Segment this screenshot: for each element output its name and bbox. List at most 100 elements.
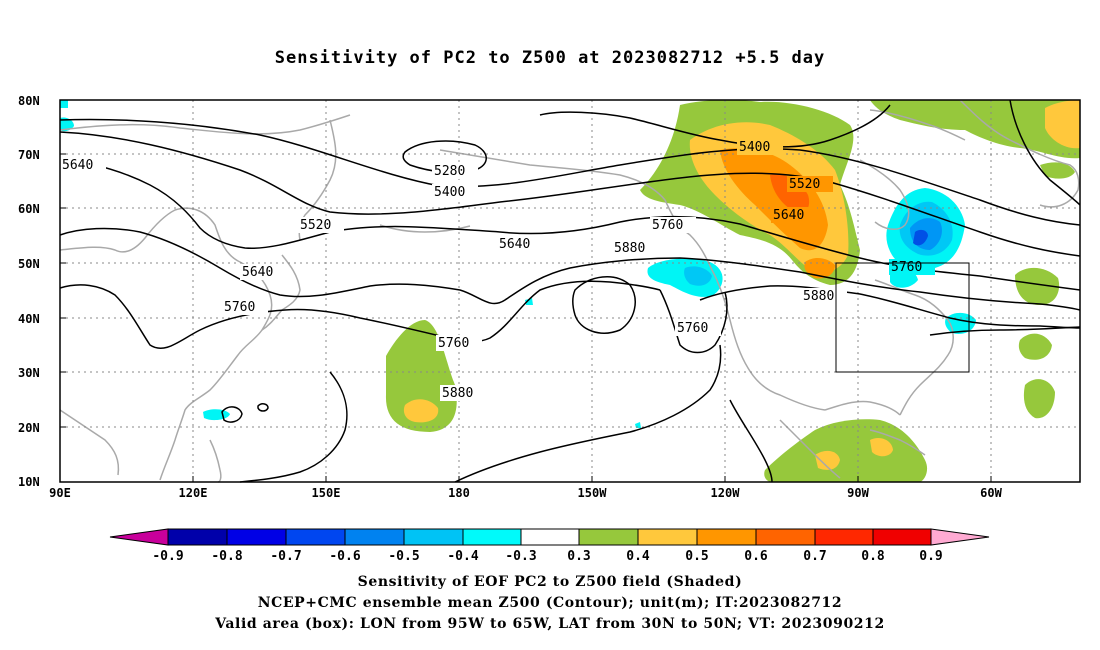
colorbar-swatch (696, 528, 757, 546)
colorbar-swatch (578, 528, 639, 546)
colorbar-label: 0.3 (567, 549, 590, 564)
colorbar-arrow-left (109, 528, 169, 546)
shade-pacific-yellow (403, 399, 439, 423)
colorbar-label: -0.3 (505, 549, 536, 564)
colorbar-arrow-right (930, 528, 990, 546)
coast-china (59, 409, 120, 476)
colorbar-label: -0.6 (329, 549, 360, 564)
z500-contours (59, 99, 1081, 483)
coast-alaska (439, 149, 826, 411)
contour-label: 5280 (434, 164, 465, 179)
contour-label-layer: 5640 5520 5640 5760 5280 5400 5640 5760 … (60, 139, 935, 401)
contour-5880-east (699, 285, 1081, 329)
contour-label: 5880 (442, 386, 473, 401)
shade-arctic-cyan2 (60, 117, 74, 132)
coast-arctic-islands (869, 109, 966, 141)
colorbar-swatch (285, 528, 346, 546)
contour-label: 5760 (224, 300, 255, 315)
contour-small-loop (257, 403, 269, 412)
contour-east-atl (929, 326, 1081, 336)
colorbar-swatch (167, 528, 228, 546)
map-grid (60, 100, 1080, 482)
valid-area-box (835, 262, 970, 373)
colorbar-swatch (637, 528, 698, 546)
colorbar-label: -0.5 (388, 549, 419, 564)
contour-label: 5880 (803, 289, 834, 304)
contour-pacific-high (239, 371, 348, 483)
colorbar-label: 0.8 (861, 549, 885, 564)
contour-label: 5880 (614, 241, 645, 256)
shaded-fields (60, 99, 1080, 482)
colorbar-label: 0.6 (744, 549, 768, 564)
shade-carib-yellow2 (870, 438, 893, 457)
contour-label: 5640 (499, 237, 530, 252)
colorbar-swatch (814, 528, 874, 546)
contour-small-loop2 (221, 406, 243, 423)
shade-arctic-cyan (60, 100, 68, 108)
contour-5880 (59, 280, 661, 350)
coastlines (59, 99, 1080, 483)
lat-labels: 80N 70N 60N 50N 40N 30N 20N 10N (18, 94, 40, 489)
contour-label: 5760 (652, 218, 683, 233)
shade-pacific-cyan (647, 258, 723, 297)
colorbar-label: -0.8 (211, 549, 242, 564)
colorbar-label: 0.5 (685, 549, 708, 564)
lat-label: 40N (18, 312, 40, 326)
contour-label: 5400 (434, 185, 465, 200)
contour-5400-top (59, 118, 1081, 226)
lat-label: 60N (18, 202, 40, 216)
shade-namerica-orange2 (804, 258, 835, 279)
contour-label: 5640 (242, 265, 273, 280)
shade-asia-cyan (203, 409, 230, 421)
colorbar-label: -0.4 (447, 549, 478, 564)
colorbar-swatch (226, 528, 287, 546)
coast-philippines (209, 439, 222, 483)
shade-atlantic-green1 (1015, 267, 1060, 305)
contour-pacific-high2 (454, 344, 722, 483)
contour-arctic (539, 104, 891, 148)
lon-label: 180 (448, 486, 470, 500)
coast-central-am (779, 419, 841, 479)
contour-5520 (59, 131, 1081, 257)
contour-label: 5760 (438, 336, 469, 351)
colorbar-label: -0.9 (152, 549, 183, 564)
contour-ne-pacific (659, 289, 728, 354)
contour-label: 5640 (62, 158, 93, 173)
lat-label: 70N (18, 148, 40, 162)
contour-label: 5520 (789, 177, 820, 192)
colorbar-swatch (344, 528, 405, 546)
contour-label: 5760 (891, 260, 922, 275)
lon-label: 90E (49, 486, 71, 500)
colorbar-swatch (520, 528, 580, 546)
contour-low-closed (572, 276, 636, 334)
colorbar-swatch (872, 528, 932, 546)
shade-small-cyan (525, 298, 533, 305)
lat-label: 30N (18, 366, 40, 380)
coast-japan (261, 254, 301, 331)
contour-tropics-east (729, 399, 773, 483)
contour-label: 5520 (300, 218, 331, 233)
lat-label: 10N (18, 475, 40, 489)
lon-labels: 90E 120E 150E 180 150W 120W 90W 60W (49, 486, 1002, 500)
colorbar-label: 0.9 (919, 549, 942, 564)
contour-greenland (1009, 99, 1081, 206)
caption-line-valid-area: Valid area (box): LON from 95W to 65W, L… (215, 616, 885, 632)
shade-atlantic-green2 (1018, 333, 1052, 360)
lon-label: 90W (847, 486, 869, 500)
lat-label: 20N (18, 421, 40, 435)
lon-label: 60W (980, 486, 1002, 500)
colorbar-swatch (755, 528, 816, 546)
lon-label: 150E (312, 486, 341, 500)
contour-label: 5640 (773, 208, 804, 223)
coast-gulf (824, 400, 901, 416)
caption-block: Sensitivity of EOF PC2 to Z500 field (Sh… (0, 572, 1100, 635)
colorbar-label: 0.4 (626, 549, 650, 564)
colorbar-swatch (403, 528, 464, 546)
coast-asia (59, 207, 273, 481)
colorbar-swatch (462, 528, 522, 546)
colorbar: -0.9 -0.8 -0.7 -0.6 -0.5 -0.4 -0.3 0.3 0… (109, 528, 990, 564)
shade-greenland-green (1040, 162, 1075, 179)
contour-label: 5400 (739, 140, 770, 155)
coast-greenland (959, 99, 1080, 208)
